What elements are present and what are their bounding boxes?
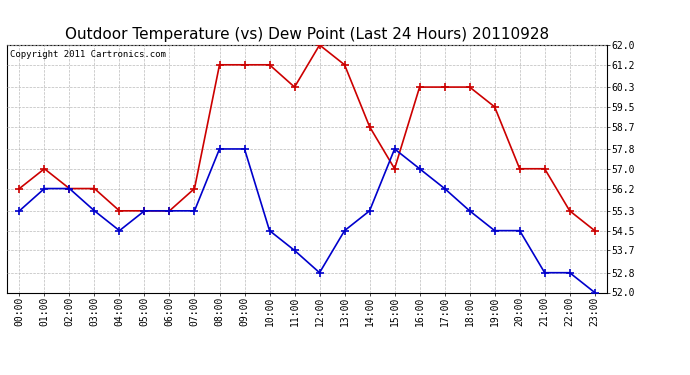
Title: Outdoor Temperature (vs) Dew Point (Last 24 Hours) 20110928: Outdoor Temperature (vs) Dew Point (Last… [65,27,549,42]
Text: Copyright 2011 Cartronics.com: Copyright 2011 Cartronics.com [10,50,166,59]
